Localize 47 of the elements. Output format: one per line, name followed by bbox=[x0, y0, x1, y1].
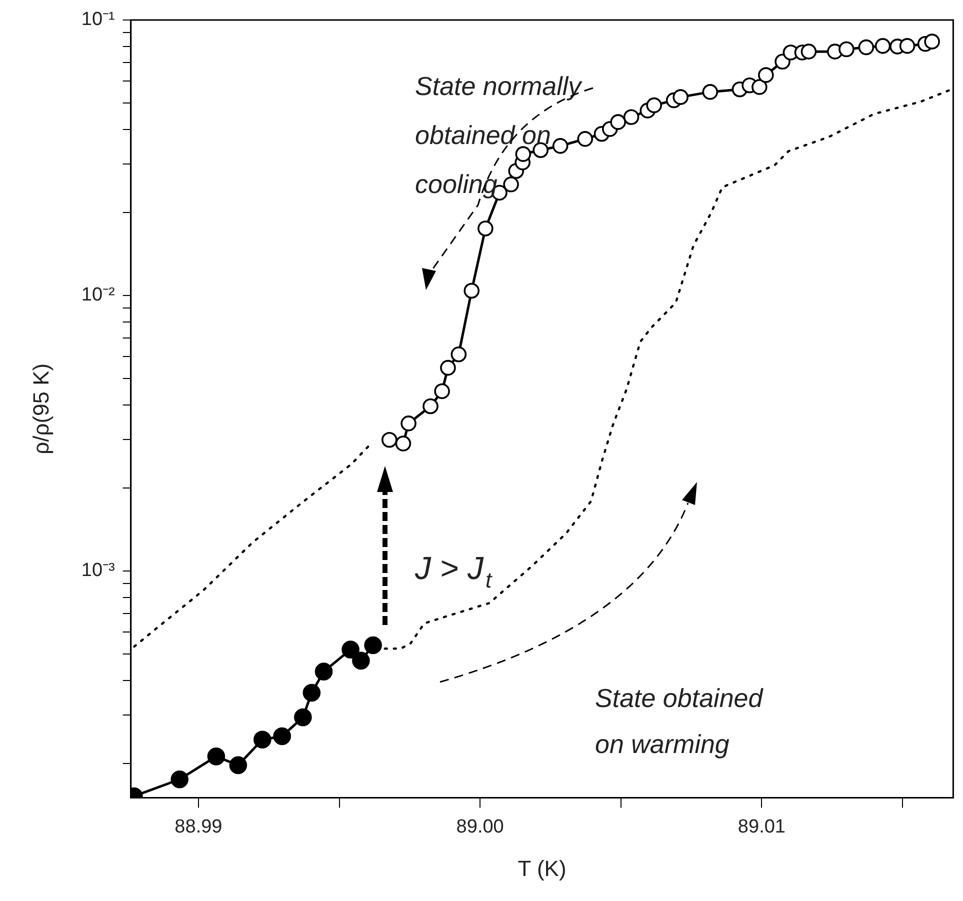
point bbox=[858, 39, 874, 56]
point bbox=[478, 220, 494, 236]
point bbox=[702, 84, 718, 100]
point bbox=[253, 730, 272, 748]
point bbox=[464, 282, 480, 299]
annotation: State obtained on warming bbox=[595, 683, 764, 760]
point bbox=[381, 432, 398, 448]
point bbox=[646, 97, 662, 114]
point bbox=[273, 727, 291, 746]
x-tick-label: 89.00 bbox=[456, 816, 504, 838]
point bbox=[422, 398, 438, 414]
y-tick-label: 10⁻³ bbox=[81, 560, 115, 582]
point bbox=[395, 436, 412, 452]
point bbox=[924, 34, 940, 50]
x-tick-label: 89.01 bbox=[738, 816, 786, 838]
point bbox=[610, 114, 626, 130]
x-axis-title: T (K) bbox=[518, 856, 566, 881]
point bbox=[352, 652, 370, 670]
point bbox=[342, 640, 360, 658]
point bbox=[800, 44, 817, 60]
point bbox=[207, 748, 226, 766]
x-tick-label: 88.99 bbox=[174, 816, 222, 838]
point bbox=[302, 684, 321, 702]
y-tick-label: 10⁻¹ bbox=[81, 9, 115, 30]
point bbox=[170, 770, 188, 788]
y-axis-title: ρ/ρ(95 K) bbox=[28, 363, 54, 454]
point bbox=[229, 756, 248, 774]
point bbox=[672, 89, 688, 105]
point bbox=[364, 636, 382, 654]
point bbox=[450, 346, 467, 362]
point bbox=[874, 38, 891, 54]
point bbox=[838, 41, 854, 58]
y-tick-label: 10⁻² bbox=[81, 284, 115, 306]
point bbox=[552, 138, 568, 154]
point bbox=[899, 38, 916, 54]
point bbox=[752, 79, 768, 95]
point bbox=[623, 109, 640, 126]
point bbox=[515, 146, 532, 162]
point bbox=[577, 131, 594, 147]
point bbox=[503, 176, 519, 192]
point bbox=[400, 416, 416, 432]
point bbox=[314, 662, 333, 680]
point bbox=[440, 360, 456, 376]
point bbox=[434, 383, 450, 400]
annotation: State normally obtained on cooling bbox=[415, 71, 584, 200]
point bbox=[758, 67, 774, 83]
point bbox=[294, 708, 312, 726]
